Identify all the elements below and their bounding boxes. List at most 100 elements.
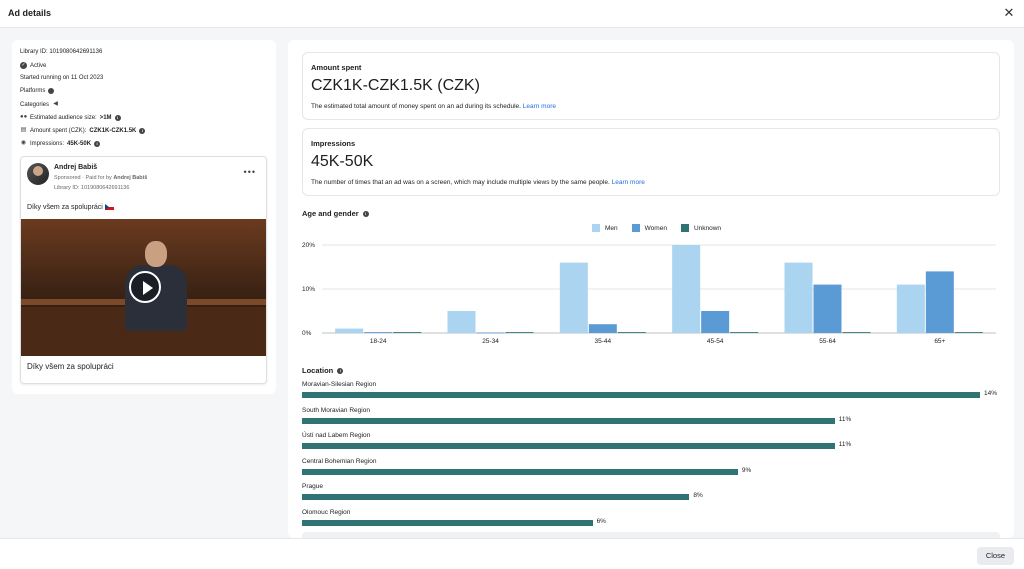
next-section-edge [302,532,1000,538]
dialog-header: Ad details ✕ [0,0,1024,28]
location-row: Moravian-Silesian Region 14% [302,381,1000,401]
bar [559,262,588,333]
location-name: Moravian-Silesian Region [302,381,377,388]
bar [954,332,983,333]
ad-library-id: Library ID: 1019080642691136 [54,185,130,191]
bar [364,332,393,333]
x-tick-label: 25-34 [482,338,499,345]
close-icon[interactable]: ✕ [1003,5,1015,20]
location-percent: 8% [693,492,703,499]
legend-swatch-women [631,224,640,232]
location-bar [302,392,980,398]
library-id: Library ID: 1019080642691136 [20,49,103,55]
location-percent: 6% [596,517,606,525]
amount-spent-label: Amount spent [311,63,362,72]
location-bar [302,494,690,500]
info-icon[interactable]: i [362,210,369,217]
megaphone-icon: ◀ [53,101,58,107]
legend-swatch-unknown [680,224,689,232]
ad-body-text: Díky všem za spolupráci [27,204,114,211]
x-tick-label: 35-44 [595,338,612,345]
ad-caption: Díky všem za spolupráci [27,362,114,371]
platforms-row: Platforms [20,88,55,94]
location-bar [302,519,593,526]
sponsored-line: Sponsored · Paid for by Andrej Babiš [54,175,148,181]
location-name: South Moravian Region [302,406,370,414]
info-icon[interactable]: i [94,140,101,147]
location-bar [302,468,738,475]
bar-chart-svg: 20% 10% 0% 18-24 25-34 35-44 45-54 55-64 65+ [302,242,996,345]
x-tick-label: 65+ [934,338,945,345]
dialog-title: Ad details [8,8,52,18]
advertiser-name[interactable]: Andrej Babiš [54,164,98,171]
bar [505,332,534,333]
close-button[interactable]: Close [976,547,1014,565]
bar [813,284,842,333]
bar [842,332,871,333]
age-gender-title: Age and gender i [302,209,369,218]
impressions-box: Impressions 45K-50K The number of times … [302,128,1000,196]
wallet-icon: ▤ [20,127,27,133]
bar [896,284,925,333]
y-tick-label: 10% [302,286,315,293]
ad-video[interactable] [21,219,266,356]
x-tick-label: 18-24 [370,338,387,345]
legend-item-women[interactable]: Women [631,224,667,232]
czech-flag-icon [104,204,114,211]
legend-item-men[interactable]: Men [592,224,618,232]
location-row: Olomouc Region 6% [302,509,1000,529]
location-bar [302,443,835,449]
impressions-row: ◉ Impressions: 45K-50K i [20,140,101,147]
spent-row: ▤ Amount spent (CZK): CZK1K-CZK1.5K i [20,127,146,134]
categories-row: Categories ◀ [20,101,58,108]
bar [476,332,505,334]
info-icon[interactable]: i [337,367,344,374]
y-tick-label: 20% [302,242,315,249]
location-percent: 9% [741,466,752,474]
amount-spent-value: CZK1K-CZK1.5K (CZK) [311,77,480,94]
x-tick-label: 45-54 [707,338,724,345]
learn-more-link[interactable]: Learn more [611,179,645,186]
started-running: Started running on 11 Oct 2023 [20,75,104,81]
impressions-desc: The number of times that an ad was on a … [311,179,645,186]
age-gender-chart: Men Women Unknown 20% 10% 0% 18-24 25-34 35-4… [302,220,1000,360]
bar [925,271,954,333]
ad-stats-panel: Amount spent CZK1K-CZK1.5K (CZK) The est… [288,40,1014,538]
audience-row: ●● Estimated audience size: >1M i [20,114,121,121]
location-row: Prague 8% [302,483,1000,503]
amount-spent-box: Amount spent CZK1K-CZK1.5K (CZK) The est… [302,52,1000,120]
location-percent: 11% [838,441,852,448]
impressions-value: 45K-50K [311,153,374,170]
dialog-footer: Close [0,538,1024,569]
location-row: Ústí nad Labem Region 11% [302,432,1000,452]
y-tick-label: 0% [302,330,312,337]
check-circle-icon: ✓ [20,62,27,69]
avatar[interactable] [27,163,49,185]
bar [617,332,646,333]
ad-preview: Andrej Babiš Sponsored · Paid for by And… [20,156,267,384]
location-name: Central Bohemian Region [302,457,377,465]
play-icon[interactable] [129,271,161,303]
location-name: Ústí nad Labem Region [302,432,371,439]
location-title: Location i [302,366,344,375]
info-icon[interactable]: i [114,114,121,121]
bar [393,332,422,333]
location-percent: 11% [838,415,852,423]
info-icon[interactable]: i [139,127,146,134]
status-badge: Active [30,62,47,69]
location-name: Prague [302,483,323,490]
eye-icon: ◉ [20,140,27,146]
impressions-label: Impressions [311,139,356,148]
learn-more-link[interactable]: Learn more [522,103,556,110]
location-row: Central Bohemian Region 9% [302,458,1000,478]
amount-spent-desc: The estimated total amount of money spen… [311,103,556,110]
status-row: ✓ Active [20,62,46,69]
dialog-content: Library ID: 1019080642691136 ✓ Active St… [0,28,1024,538]
legend-item-unknown[interactable]: Unknown [680,224,721,232]
location-name: Olomouc Region [302,508,351,516]
chart-legend: Men Women Unknown [592,224,721,232]
bar [784,262,813,333]
bar [588,324,617,333]
ad-summary-card: Library ID: 1019080642691136 ✓ Active St… [12,40,276,394]
more-options-icon[interactable]: ••• [243,167,256,177]
